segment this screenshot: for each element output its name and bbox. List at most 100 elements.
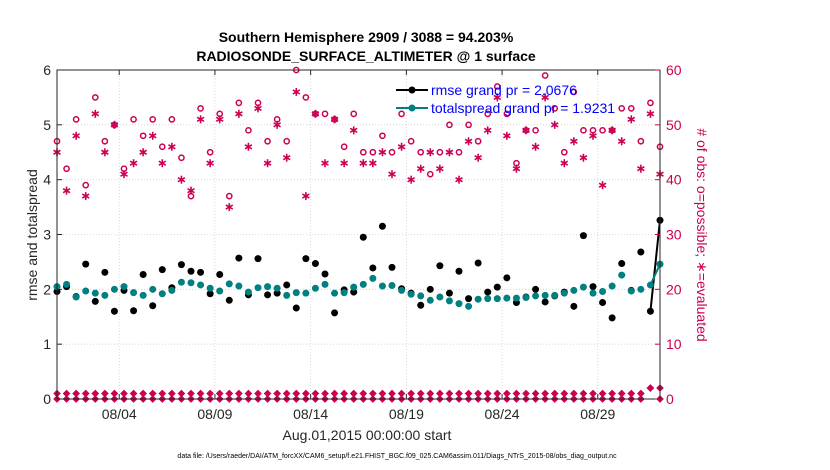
obs-evaluated-point xyxy=(81,192,90,201)
obs-possible-point xyxy=(149,116,157,123)
grid-lines xyxy=(57,70,660,399)
obs-evaluated-point xyxy=(254,104,262,113)
obs-possible-point xyxy=(560,148,568,156)
rmse-point xyxy=(82,260,90,268)
x-tick-label: 08/29 xyxy=(580,406,615,422)
rmse-point xyxy=(292,304,300,312)
totalspread-point xyxy=(273,284,281,292)
left-tick-label: 1 xyxy=(43,336,51,352)
y-axis-right-label: # of obs: o=possible; ∗=evaluated xyxy=(694,128,710,341)
totalspread-point xyxy=(206,284,214,292)
rmse-point xyxy=(302,255,310,263)
obs-evaluated-point xyxy=(196,115,205,124)
obs-possible-point xyxy=(197,105,204,112)
obs-possible-point xyxy=(455,148,463,156)
left-tick-label: 2 xyxy=(43,281,51,297)
totalspread-point xyxy=(187,279,195,287)
totalspread-point xyxy=(627,287,635,295)
totalspread-point xyxy=(474,295,482,303)
rmse-point xyxy=(503,274,511,282)
totalspread-point xyxy=(110,285,118,293)
obs-evaluated-point xyxy=(340,159,349,168)
obs-evaluated-point xyxy=(187,186,195,195)
rmse-point xyxy=(197,268,205,276)
rmse-point xyxy=(130,307,138,315)
obs-possible-point xyxy=(551,105,559,112)
data-file-footer: data file: /Users/raeder/DAI/ATM_forcXX/… xyxy=(177,453,617,460)
legend-rmse-marker xyxy=(408,86,416,94)
obs-possible-point xyxy=(178,154,185,162)
rmse-point xyxy=(369,264,377,272)
obs-evaluated-point xyxy=(560,159,569,168)
obs-evaluated-point xyxy=(62,186,71,195)
rmse-point xyxy=(608,314,616,322)
obs-possible-point xyxy=(63,165,70,173)
totalspread-point xyxy=(235,282,243,290)
totalspread-point xyxy=(465,302,473,310)
totalspread-point xyxy=(522,294,530,302)
rmse-point xyxy=(445,289,453,297)
obs-possible-point xyxy=(379,132,386,140)
obs-evaluated-point xyxy=(129,159,138,168)
rmse-point xyxy=(359,233,367,241)
obs-evaluated-point xyxy=(388,170,396,179)
obs-possible-point xyxy=(465,121,472,129)
totalspread-point xyxy=(551,291,559,299)
obs-possible-point xyxy=(168,116,176,123)
obs-possible-point xyxy=(264,137,271,145)
totalspread-point xyxy=(130,289,138,297)
totalspread-point xyxy=(149,285,157,293)
legend-totalspread-marker xyxy=(408,104,416,112)
x-tick-label: 08/24 xyxy=(485,406,520,422)
totalspread-point xyxy=(120,283,128,291)
rmse-point xyxy=(484,288,492,296)
totalspread-point xyxy=(82,287,90,295)
obs-evaluated-point xyxy=(617,137,626,146)
x-tick-label: 08/14 xyxy=(293,406,328,422)
rmse-point xyxy=(225,296,233,304)
obs-evaluated-point xyxy=(177,175,186,184)
rmse-point xyxy=(235,254,243,262)
totalspread-point xyxy=(359,280,367,288)
x-tick-label: 08/04 xyxy=(102,406,137,422)
left-axis-ticks: 0 1 2 3 4 5 6 xyxy=(43,62,62,407)
obs-possible-point xyxy=(417,148,425,156)
obs-evaluated-point xyxy=(541,93,550,102)
obs-evaluated-point xyxy=(608,126,617,135)
rmse-point xyxy=(91,297,99,305)
obs-possible-point xyxy=(570,88,578,96)
obs-evaluated-point xyxy=(598,181,607,190)
right-tick-label: 20 xyxy=(666,281,682,297)
obs-possible-point xyxy=(72,116,80,123)
rmse-point xyxy=(541,298,549,306)
totalspread-point xyxy=(321,280,329,288)
rmse-point xyxy=(264,291,272,299)
obs-evaluated-point xyxy=(359,159,368,168)
y-axis-left-label: rmse and totalspread xyxy=(24,169,40,301)
rmse-point xyxy=(618,260,626,268)
rmse-point xyxy=(283,281,291,289)
obs-possible-point xyxy=(340,143,348,151)
rmse-point xyxy=(532,285,540,293)
obs-evaluated-point xyxy=(110,120,119,129)
obs-evaluated-point xyxy=(91,109,100,118)
rmse-point xyxy=(177,261,185,269)
rmse-point xyxy=(646,307,654,315)
axes-background xyxy=(57,70,660,399)
rmse-point xyxy=(321,270,329,278)
obs-evaluated-point xyxy=(349,126,358,135)
totalspread-point xyxy=(177,278,185,286)
totalspread-point xyxy=(158,290,166,298)
obs-evaluated-point xyxy=(292,87,301,96)
rmse-point xyxy=(570,302,578,310)
obs-evaluated-point xyxy=(426,148,435,157)
x-tick-label: 08/09 xyxy=(197,406,232,422)
obs-possible-point xyxy=(484,110,492,118)
rmse-point xyxy=(101,268,109,276)
totalspread-point xyxy=(168,286,176,294)
totalspread-point xyxy=(493,295,501,303)
totalspread-point xyxy=(91,289,99,297)
totalspread-point xyxy=(225,280,233,288)
rmse-point xyxy=(158,266,166,274)
